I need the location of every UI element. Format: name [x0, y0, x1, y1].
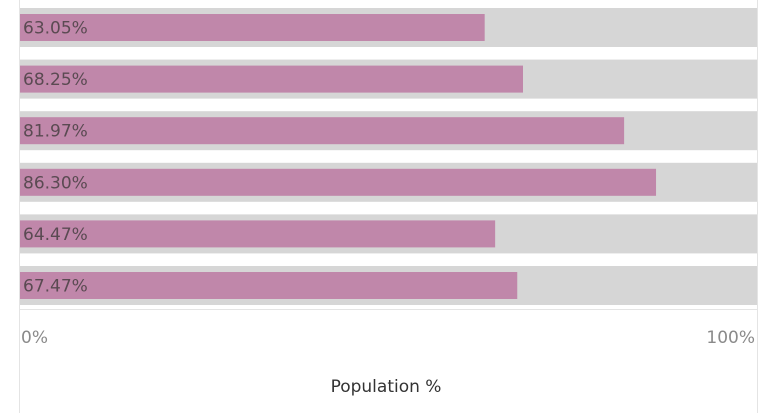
- bar-6: [20, 272, 518, 299]
- bar-labels: 63.05% 68.25% 81.97% 86.30% 64.47% 67.47%: [23, 19, 88, 297]
- bar-3: [20, 117, 625, 145]
- bars: [20, 14, 657, 299]
- bar-label-4: 86.30%: [23, 173, 88, 193]
- bar-5: [20, 220, 496, 248]
- bar-2: [20, 65, 524, 93]
- bar-1: [20, 14, 485, 41]
- bar-tracks: [20, 8, 757, 305]
- bar-label-2: 68.25%: [23, 70, 88, 90]
- bar-label-5: 64.47%: [23, 225, 88, 245]
- x-tick-label-2: 100%: [706, 328, 755, 348]
- x-axis-title: Population %: [331, 377, 442, 397]
- x-tick-label-1: 0%: [21, 328, 48, 348]
- bar-label-6: 67.47%: [23, 277, 88, 297]
- x-axis-ticks: 0% 100%: [21, 328, 755, 348]
- bar-4: [20, 168, 657, 196]
- bar-label-1: 63.05%: [23, 19, 88, 39]
- bar-label-3: 81.97%: [23, 122, 88, 142]
